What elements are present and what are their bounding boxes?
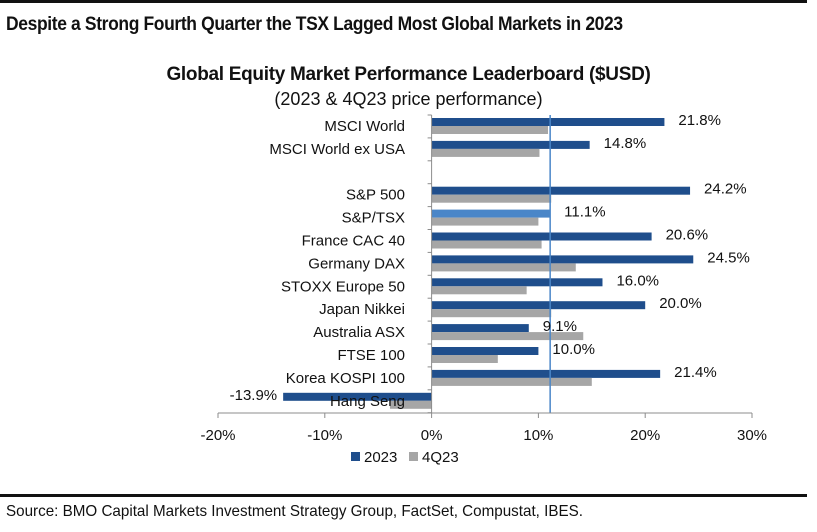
bar-4q23 <box>431 240 542 249</box>
chart-subtitle: (2023 & 4Q23 price performance) <box>274 89 543 109</box>
data-label-2023: -13.9% <box>230 387 278 404</box>
headline: Despite a Strong Fourth Quarter the TSX … <box>6 14 623 35</box>
data-label-2023: 24.2% <box>704 181 747 198</box>
data-label-2023: 20.0% <box>659 295 702 312</box>
bar-4q23 <box>431 217 539 226</box>
bar-2023 <box>431 118 665 126</box>
bar-2023 <box>431 232 652 241</box>
bar-2023 <box>431 324 529 333</box>
bar-2023 <box>431 140 590 149</box>
bar-4q23 <box>431 286 527 295</box>
bar-4q23 <box>431 309 552 318</box>
legend-label-4q23: 4Q23 <box>422 449 459 466</box>
bar-2023 <box>283 392 432 401</box>
source-note: Source: BMO Capital Markets Investment S… <box>6 503 583 520</box>
bar-4q23 <box>431 126 549 134</box>
category-label: Germany DAX <box>308 255 405 272</box>
bar-4q23 <box>389 400 432 409</box>
category-label: Japan Nikkei <box>319 301 405 318</box>
bar-2023 <box>431 369 661 378</box>
data-label-2023: 14.8% <box>604 135 647 152</box>
x-tick-label: 30% <box>737 427 767 444</box>
category-label: FTSE 100 <box>337 347 405 364</box>
chart-title: Global Equity Market Performance Leaderb… <box>166 64 651 85</box>
bottom-rule <box>0 494 807 497</box>
category-label: Hang Seng <box>330 393 405 410</box>
x-tick-label: 10% <box>523 427 553 444</box>
axes-group: -20% -10% 0% 10% 20% 30% <box>200 114 767 444</box>
legend-swatch-2023 <box>351 452 360 461</box>
x-tick-label: -10% <box>307 427 342 444</box>
data-label-2023: 20.6% <box>666 227 709 244</box>
bar-2023 <box>431 278 603 287</box>
x-tick-label: -20% <box>200 427 235 444</box>
labels-group: MSCI World 21.8% MSCI World ex USA 14.8% S&P… <box>230 112 750 410</box>
bar-4q23 <box>431 355 498 363</box>
data-label-2023: 24.5% <box>707 249 750 266</box>
bar-4q23 <box>431 377 592 386</box>
top-rule <box>0 0 807 3</box>
bar-2023 <box>431 255 694 264</box>
x-tick-label: 20% <box>630 427 660 444</box>
data-label-2023: 11.1% <box>564 204 605 221</box>
bar-4q23 <box>431 194 552 203</box>
category-label: STOXX Europe 50 <box>281 278 405 295</box>
bar-4q23 <box>431 263 576 272</box>
bar-2023 <box>431 347 539 355</box>
category-label: France CAC 40 <box>302 233 405 250</box>
x-tick-label: 0% <box>421 427 443 444</box>
bar-2023 <box>431 301 646 310</box>
bar-4q23 <box>431 148 540 157</box>
bars-group <box>283 118 694 409</box>
data-label-2023: 10.0% <box>552 341 595 358</box>
legend-label-2023: 2023 <box>364 449 397 466</box>
legend-swatch-4q23 <box>409 452 418 461</box>
bar-4q23 <box>431 332 584 341</box>
bar-2023 <box>431 186 691 195</box>
data-label-2023: 16.0% <box>616 272 659 289</box>
data-label-2023: 21.4% <box>674 364 717 381</box>
category-label: S&P 500 <box>346 187 405 204</box>
legend: 2023 4Q23 <box>351 449 459 466</box>
data-label-2023: 21.8% <box>678 112 721 129</box>
bar-2023 <box>431 209 551 218</box>
category-label: MSCI World ex USA <box>269 141 405 158</box>
category-label: MSCI World <box>324 118 405 135</box>
category-label: S&P/TSX <box>342 210 405 227</box>
data-label-2023: 9.1% <box>543 318 577 335</box>
category-label: Korea KOSPI 100 <box>286 370 405 387</box>
category-label: Australia ASX <box>313 324 405 341</box>
